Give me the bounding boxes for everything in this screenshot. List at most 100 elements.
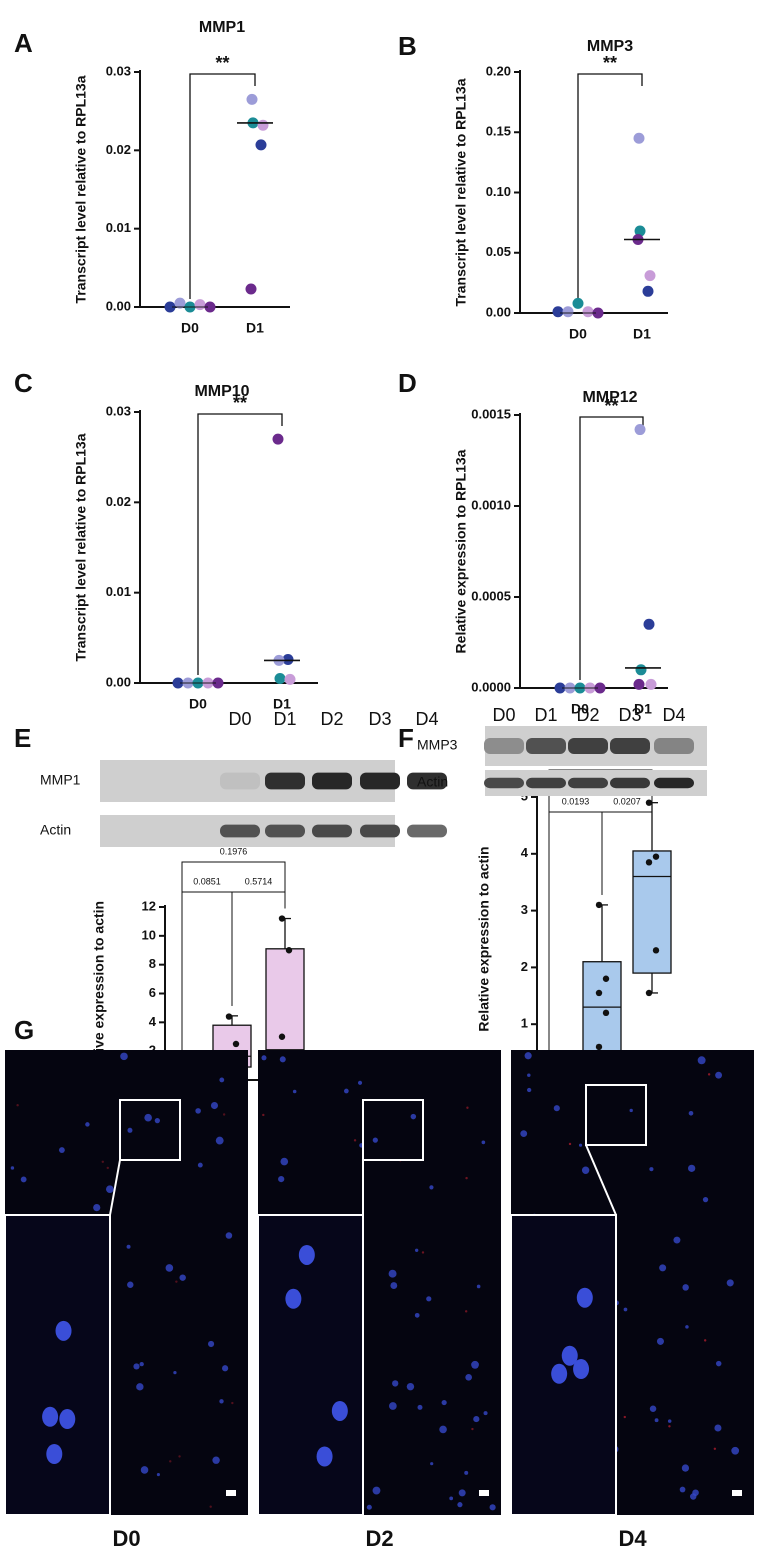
panel-label: C	[14, 368, 33, 398]
stain	[101, 1160, 105, 1164]
data-point	[246, 93, 258, 105]
stain	[703, 1339, 707, 1342]
nucleus	[458, 1489, 466, 1497]
nucleus	[656, 1337, 664, 1345]
nucleus	[414, 1248, 419, 1252]
nucleus-zoom	[59, 1409, 76, 1430]
nucleus	[578, 1143, 583, 1147]
panel-label: D	[398, 368, 417, 398]
nucleus	[278, 1175, 285, 1183]
nucleus	[388, 1269, 397, 1278]
nucleus-zoom	[316, 1446, 333, 1467]
nucleus	[476, 1284, 481, 1289]
data-point	[164, 301, 176, 313]
y-tick-label: 0.03	[106, 63, 131, 78]
scale-bar	[479, 1490, 489, 1496]
stain	[175, 1280, 178, 1283]
nucleus	[410, 1113, 417, 1120]
data-point	[633, 678, 645, 690]
nucleus	[553, 1105, 560, 1112]
stain	[222, 1113, 226, 1116]
nucleus	[93, 1204, 101, 1212]
data-point	[643, 618, 655, 630]
p-value-label: 0.5714	[245, 876, 273, 886]
data-point	[595, 989, 603, 997]
nucleus	[133, 1363, 140, 1370]
x-tick-label: D0	[189, 696, 207, 712]
data-point	[645, 989, 653, 997]
blot-row-label: Actin	[417, 774, 448, 790]
nucleus	[144, 1113, 152, 1122]
nucleus	[136, 1383, 144, 1391]
data-point	[274, 672, 286, 684]
nucleus	[702, 1197, 709, 1203]
nucleus	[673, 1236, 681, 1244]
stain	[707, 1073, 711, 1076]
p-value-label: 0.1976	[220, 846, 248, 856]
blot-band	[526, 738, 566, 754]
data-point	[285, 947, 293, 954]
nucleus-zoom	[285, 1288, 302, 1309]
nucleus	[392, 1380, 399, 1387]
nucleus-zoom	[298, 1244, 315, 1265]
stain	[353, 1139, 357, 1142]
lane-label: D1	[273, 709, 296, 729]
nucleus	[682, 1284, 689, 1291]
data-point	[212, 677, 224, 689]
stain	[209, 1505, 212, 1508]
nucleus	[156, 1473, 160, 1477]
lane-label: D1	[534, 705, 557, 725]
nucleus-zoom	[573, 1359, 590, 1380]
data-point	[645, 799, 653, 806]
blot-band	[654, 738, 694, 754]
stain	[668, 1425, 671, 1428]
x-tick-label: D1	[633, 326, 651, 342]
nucleus	[126, 1244, 131, 1249]
blot-band	[407, 772, 447, 790]
data-point	[645, 678, 657, 690]
blot-row-label: MMP1	[40, 772, 81, 788]
x-tick-label: D0	[181, 320, 199, 336]
nucleus-zoom	[561, 1345, 578, 1366]
chart-title: MMP10	[194, 383, 249, 400]
nucleus	[659, 1264, 667, 1272]
nucleus	[195, 1108, 201, 1114]
nucleus	[481, 1140, 486, 1145]
data-point	[272, 433, 284, 445]
data-point	[633, 132, 645, 144]
box	[632, 850, 672, 974]
nucleus	[406, 1382, 415, 1391]
y-tick-label: 0.0000	[471, 679, 511, 694]
y-tick-label: 0.0010	[471, 497, 511, 512]
blot-band	[484, 738, 524, 754]
data-point	[572, 297, 584, 309]
significance-bracket	[189, 73, 256, 299]
nucleus	[219, 1399, 224, 1404]
data-point	[204, 301, 216, 313]
chart-title: MMP12	[582, 389, 637, 406]
data-point	[172, 677, 184, 689]
inset	[4, 1214, 111, 1516]
nucleus	[389, 1402, 397, 1410]
nucleus	[225, 1232, 233, 1239]
nucleus	[688, 1164, 696, 1172]
y-axis-label: Relative expression to RPL13a	[453, 449, 469, 653]
data-point	[284, 673, 296, 685]
nucleus	[85, 1122, 90, 1127]
data-point	[592, 307, 604, 319]
y-tick-label: 0.02	[106, 494, 131, 509]
data-point	[552, 306, 564, 318]
lane-label: D3	[618, 705, 641, 725]
zoom-box	[585, 1084, 647, 1146]
panel-label: E	[14, 723, 31, 753]
nucleus	[688, 1110, 694, 1116]
significance-label: **	[215, 53, 229, 73]
data-point	[602, 1009, 610, 1017]
data-point	[595, 1043, 603, 1051]
nucleus	[731, 1446, 740, 1455]
y-tick-label: 0.02	[106, 142, 131, 157]
blot-band	[360, 772, 400, 790]
y-tick-label: 0.01	[106, 220, 131, 235]
data-point	[194, 299, 206, 311]
y-tick-label: 0.15	[486, 124, 511, 139]
